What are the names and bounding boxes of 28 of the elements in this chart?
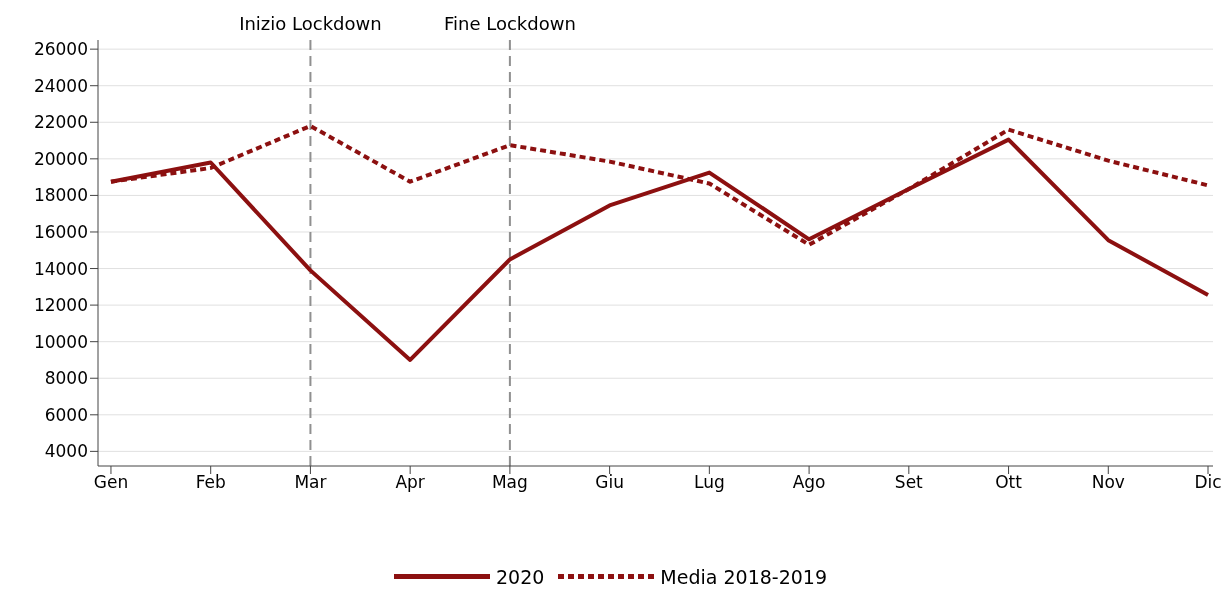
y-tick-label: 6000 bbox=[44, 404, 88, 425]
x-tick-label: Mag bbox=[491, 472, 528, 493]
x-tick-label: Giu bbox=[595, 472, 624, 493]
y-tick-label: 14000 bbox=[33, 258, 88, 279]
y-tick-label: 8000 bbox=[44, 368, 88, 389]
y-tick-label: 24000 bbox=[33, 75, 88, 96]
legend-label: 2020 bbox=[495, 566, 545, 588]
x-tick-label: Nov bbox=[1091, 472, 1125, 493]
x-tick-label: Mar bbox=[294, 472, 327, 493]
ref-line-label: Inizio Lockdown bbox=[239, 13, 382, 34]
x-tick-label: Apr bbox=[395, 472, 425, 493]
y-tick-label: 26000 bbox=[33, 39, 88, 60]
x-tick-label: Dic bbox=[1194, 472, 1222, 493]
y-tick-label: 20000 bbox=[33, 148, 88, 169]
ref-line-label: Fine Lockdown bbox=[443, 13, 576, 34]
legend-label: Media 2018-2019 bbox=[660, 566, 828, 588]
x-tick-label: Feb bbox=[195, 472, 226, 493]
x-tick-label: Ago bbox=[792, 472, 826, 493]
y-tick-label: 16000 bbox=[33, 222, 88, 243]
y-tick-label: 4000 bbox=[44, 441, 88, 462]
y-tick-label: 12000 bbox=[33, 295, 88, 316]
x-tick-label: Lug bbox=[693, 472, 725, 493]
x-tick-label: Set bbox=[894, 472, 924, 493]
y-tick-label: 22000 bbox=[33, 112, 88, 133]
y-tick-label: 18000 bbox=[33, 185, 88, 206]
x-tick-label: Gen bbox=[93, 472, 129, 493]
x-tick-label: Ott bbox=[995, 472, 1023, 493]
y-tick-label: 10000 bbox=[33, 331, 88, 352]
